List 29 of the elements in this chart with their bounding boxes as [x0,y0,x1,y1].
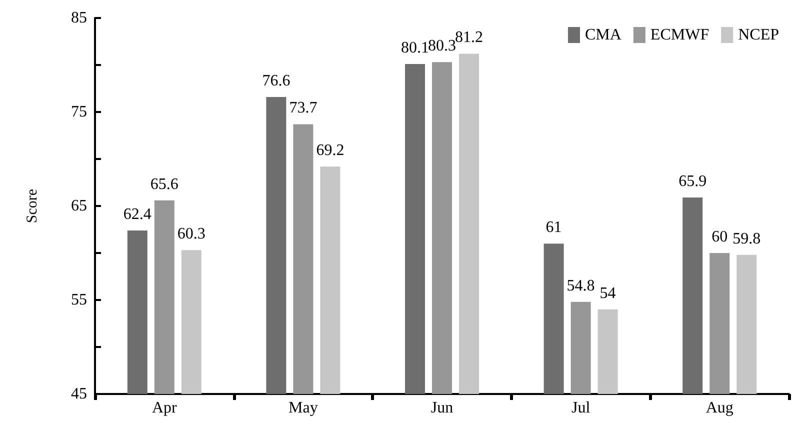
legend-label: NCEP [738,26,780,44]
x-tick-label: Aug [706,400,734,416]
data-label: 76.6 [262,72,290,90]
y-tick-label: 45 [71,386,87,402]
x-tick-label: Jun [430,400,454,416]
data-label: 65.6 [150,176,178,193]
data-label: 81.2 [455,29,483,46]
data-label: 80.3 [428,38,456,55]
data-label: 54 [600,284,616,302]
y-tick-label: 65 [71,198,87,214]
x-tick-label: Jul [571,400,591,416]
data-label: 73.7 [289,100,318,117]
data-label: 60 [712,228,728,246]
data-label: 62.4 [123,206,152,223]
data-label: 65.9 [678,173,707,190]
data-label: 61 [546,219,562,236]
data-label: 59.8 [732,230,761,248]
x-tick-label: May [288,400,318,416]
x-tick-label: Apr [152,400,178,416]
y-tick-label: 55 [71,292,87,308]
legend-label: CMA [584,26,622,44]
data-label: 69.2 [316,142,344,160]
y-axis-title: Score [24,188,40,224]
y-tick-label: 75 [71,104,87,120]
data-label: 60.3 [177,226,206,243]
data-label: 80.1 [401,40,429,57]
data-label: 54.8 [566,277,595,294]
y-tick-label: 85 [71,10,87,26]
legend-label: ECMWF [650,26,710,44]
